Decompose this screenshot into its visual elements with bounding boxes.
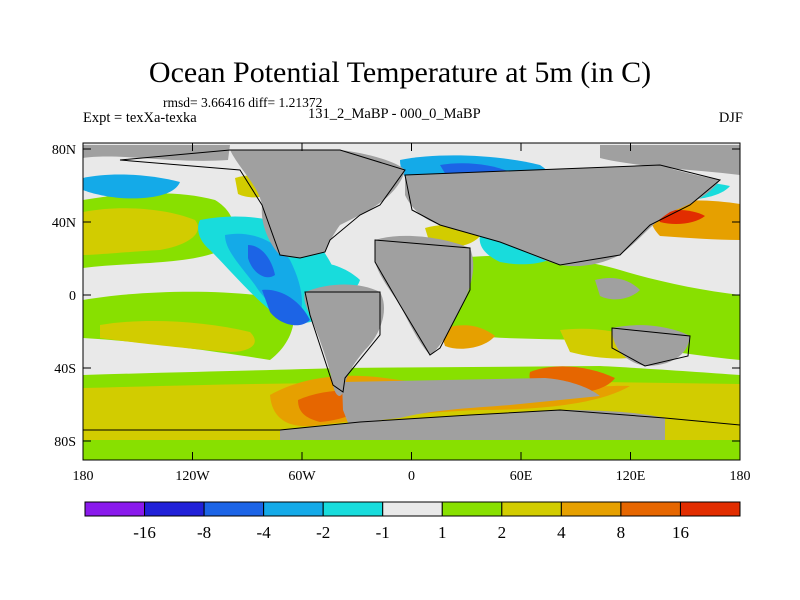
- southeast-asia-land: [595, 278, 640, 300]
- colorbar-swatch: [84, 501, 146, 517]
- colorbar-swatch: [322, 501, 384, 517]
- difference-label: 131_2_MaBP - 000_0_MaBP: [308, 106, 481, 122]
- colorbar-swatch: [203, 501, 265, 517]
- colorbar-swatch: [560, 501, 622, 517]
- colorbar-swatch: [263, 501, 324, 517]
- lon-tick-180e: 180: [730, 469, 751, 484]
- colorbar-label: -2: [316, 523, 330, 542]
- south-america-land: [304, 284, 385, 396]
- arctic-land-east: [600, 145, 740, 175]
- colorbar-label: -1: [376, 523, 390, 542]
- colorbar-label: 1: [438, 523, 447, 542]
- colorbar-swatch: [382, 501, 443, 517]
- lat-tick-40n: 40N: [52, 216, 76, 231]
- lon-tick-180w: 180: [73, 469, 94, 484]
- lat-tick-80n: 80N: [52, 143, 76, 158]
- lat-tick-40s: 40S: [54, 362, 76, 377]
- eurasia-land: [405, 165, 720, 267]
- lat-tick-0: 0: [69, 289, 76, 304]
- lon-tick-60e: 60E: [510, 469, 533, 484]
- colorbar-swatch: [620, 501, 681, 517]
- land-masses: [83, 145, 740, 440]
- coastlines: [83, 149, 741, 431]
- lon-tick-120e: 120E: [616, 469, 646, 484]
- season-label: DJF: [718, 110, 743, 126]
- experiment-label: Expt = texXa-texka: [83, 110, 197, 126]
- lon-tick-120w: 120W: [175, 469, 210, 484]
- lon-tick-60w: 60W: [288, 469, 316, 484]
- colorbar-label: -4: [257, 523, 272, 542]
- australia-land: [612, 325, 690, 366]
- longitude-axis: 180 120W 60W 0 60E 120E 180: [73, 143, 751, 484]
- colorbar-label: 16: [672, 523, 689, 542]
- colorbar-swatch: [144, 501, 205, 517]
- colorbar-swatch: [501, 501, 562, 517]
- latitude-axis: 80N 40N 0 40S 80S: [52, 143, 740, 450]
- colorbar-swatch: [441, 501, 503, 517]
- colorbar-label: 4: [557, 523, 566, 542]
- lon-tick-0: 0: [408, 469, 415, 484]
- antarctica-land: [280, 410, 665, 440]
- africa-land: [375, 235, 474, 355]
- southern-landmass: [342, 378, 600, 428]
- colorbar-label: 2: [498, 523, 507, 542]
- colorbar-label: -8: [197, 523, 211, 542]
- rmsd-diff-stats: rmsd= 3.66416 diff= 1.21372: [163, 95, 323, 110]
- colorbar-label: 8: [617, 523, 626, 542]
- lat-tick-80s: 80S: [54, 435, 76, 450]
- colorbar-swatch: [679, 501, 741, 517]
- map-field: [83, 143, 741, 460]
- arctic-land-west: [83, 145, 230, 161]
- colorbar: -16 -8 -4 -2 -1 1 2 4 8 16: [84, 501, 741, 542]
- north-america-land: [230, 150, 405, 258]
- map-title: Ocean Potential Temperature at 5m (in C): [148, 56, 652, 89]
- colorbar-label: -16: [133, 523, 156, 542]
